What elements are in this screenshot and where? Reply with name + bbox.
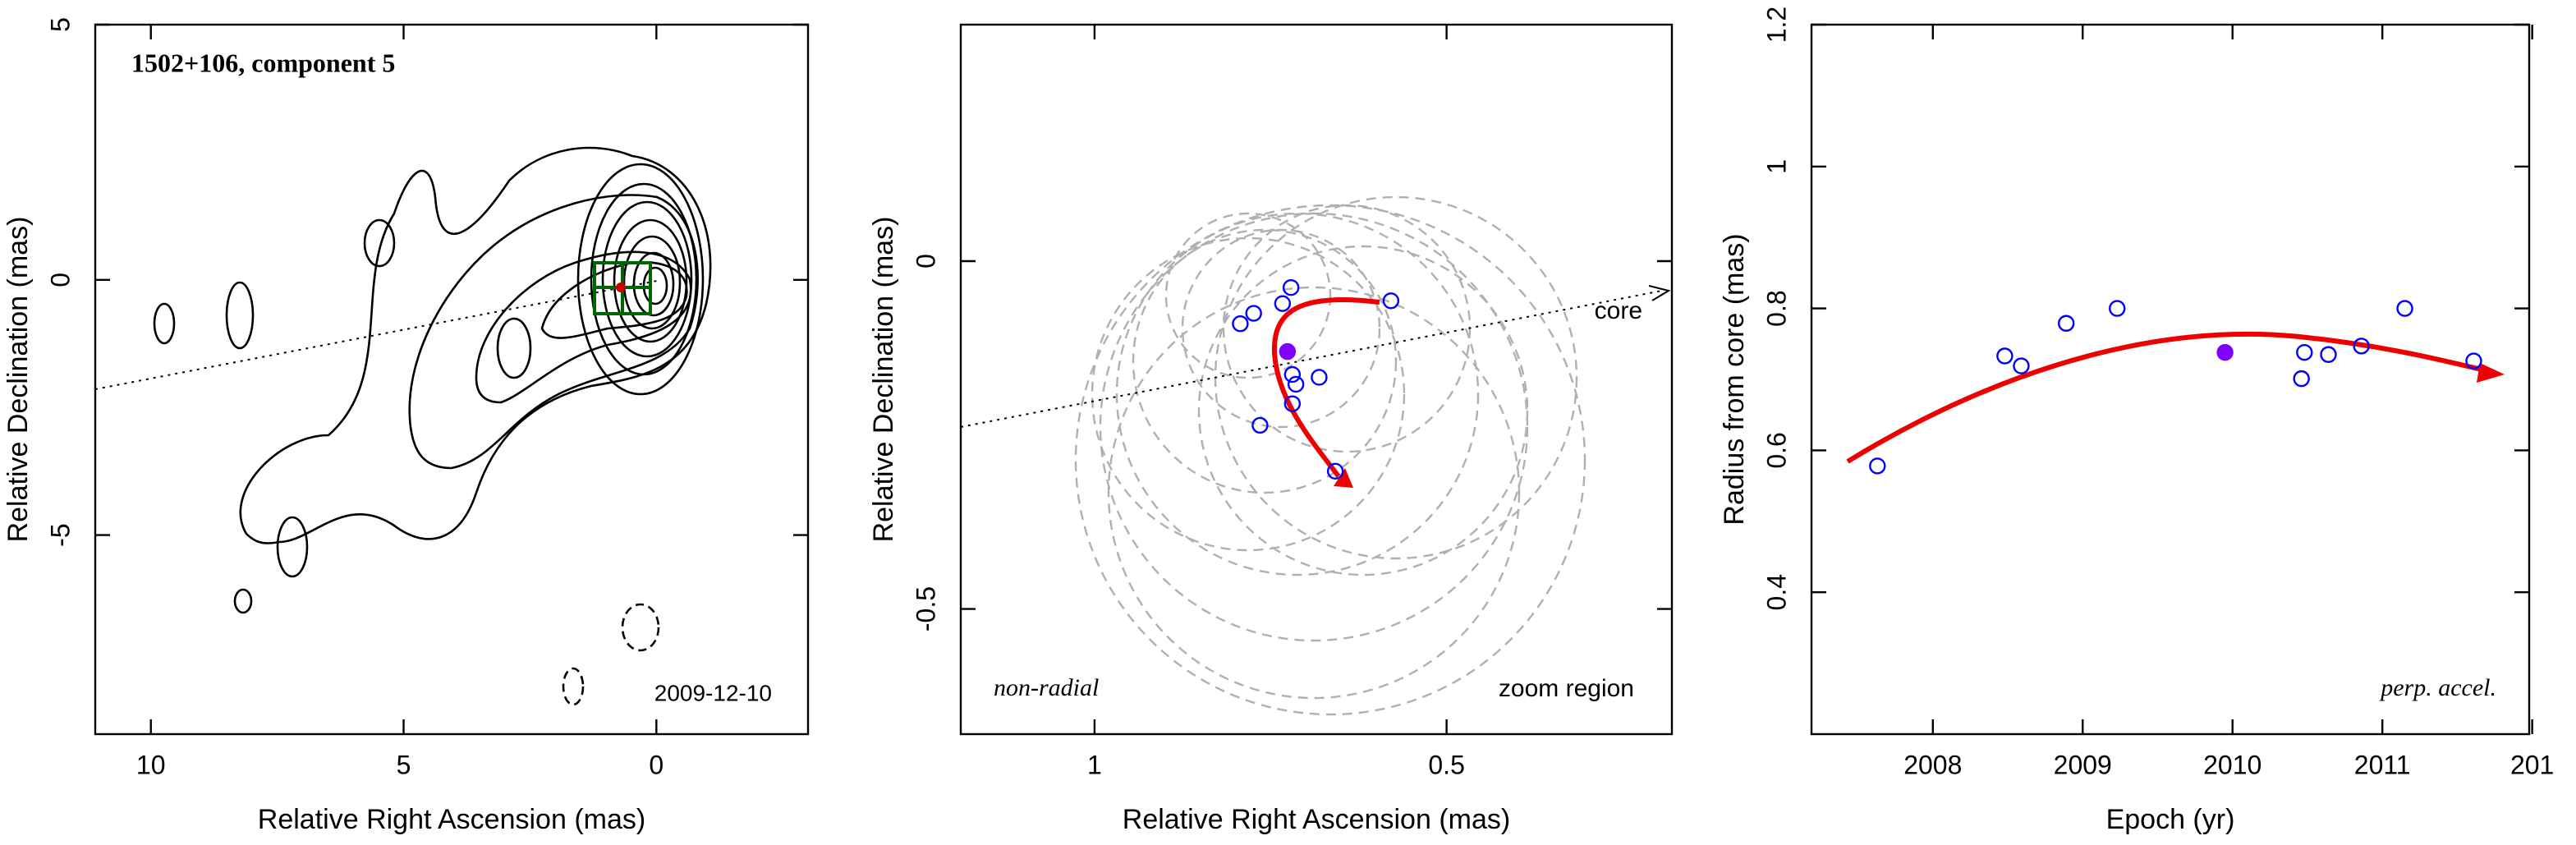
y-tick-label: 0.8	[1761, 290, 1791, 326]
data-point	[1232, 315, 1249, 333]
y-tick-label: 0	[911, 254, 940, 269]
data-point	[2296, 343, 2313, 361]
y-tick-label: -0.5	[911, 586, 940, 631]
annotation: non-radial	[994, 674, 1099, 701]
data-point	[2109, 300, 2126, 317]
x-axis-label: Relative Right Ascension (mas)	[1123, 804, 1510, 835]
data-point	[1279, 342, 1297, 361]
trajectory-arrowhead	[1334, 468, 1353, 488]
data-point	[1245, 305, 1262, 322]
trajectory	[1271, 297, 1380, 478]
panel-title: 1502+106, component 5	[131, 48, 395, 77]
annotation: zoom region	[1499, 675, 1634, 702]
x-tick-label: 0	[649, 750, 664, 779]
x-tick-label: 1	[1087, 750, 1102, 779]
data-point	[2320, 346, 2337, 363]
y-axis-label: Relative Declination (mas)	[2, 217, 34, 543]
date-label: 2009-12-10	[654, 680, 772, 705]
x-tick-label: 201	[2510, 750, 2554, 779]
x-axis-label: Epoch (yr)	[2106, 804, 2235, 835]
data-point	[2057, 315, 2075, 332]
y-tick-label: 0	[45, 273, 75, 287]
y-tick-label: 1.2	[1761, 7, 1791, 43]
x-tick-label: 2011	[2354, 750, 2411, 779]
data-point	[2293, 370, 2310, 388]
fit-curve	[1846, 331, 2489, 464]
data-point	[2396, 300, 2413, 317]
data-point	[2465, 352, 2482, 370]
data-point	[2353, 338, 2370, 355]
data-point	[2013, 357, 2030, 374]
annotation: core	[1595, 297, 1642, 324]
data-point	[1283, 395, 1302, 412]
x-tick-label: 10	[136, 750, 166, 779]
x-tick-label: 2008	[1903, 750, 1962, 779]
contour-map	[94, 146, 712, 706]
plot-frame	[94, 23, 810, 736]
x-axis-label: Relative Right Ascension (mas)	[258, 804, 645, 835]
data-point	[1382, 292, 1400, 310]
data-point	[1282, 278, 1300, 296]
x-tick-label: 0.5	[1428, 750, 1464, 779]
x-tick-label: 5	[397, 750, 411, 779]
data-point	[1326, 462, 1344, 480]
x-tick-label: 2009	[2054, 750, 2112, 779]
plot-frame	[1810, 23, 2531, 736]
data-point	[1287, 375, 1305, 393]
data-point	[1251, 416, 1269, 434]
data-point	[2216, 343, 2234, 361]
data-point	[1869, 457, 1886, 475]
x-tick-label: 2010	[2203, 750, 2261, 779]
y-tick-label: 5	[45, 17, 75, 32]
plot-frame	[959, 23, 1674, 736]
core-direction	[960, 290, 1663, 428]
y-tick-label: 1	[1761, 159, 1791, 174]
fit-arrowhead	[2477, 363, 2505, 383]
data-point	[1283, 365, 1302, 383]
y-tick-label: 0.4	[1761, 574, 1791, 610]
y-axis-label: Radius from core (mas)	[1719, 233, 1750, 525]
data-point	[1996, 347, 2014, 365]
data-point	[1274, 295, 1292, 312]
core-arrowhead	[1648, 285, 1671, 301]
data-point	[1311, 369, 1328, 386]
y-tick-label: -5	[45, 523, 75, 546]
y-axis-label: Relative Declination (mas)	[868, 217, 899, 543]
y-tick-label: 0.6	[1761, 432, 1791, 468]
annotation: perp. accel.	[2379, 674, 2496, 701]
error-circles	[1074, 195, 1586, 716]
